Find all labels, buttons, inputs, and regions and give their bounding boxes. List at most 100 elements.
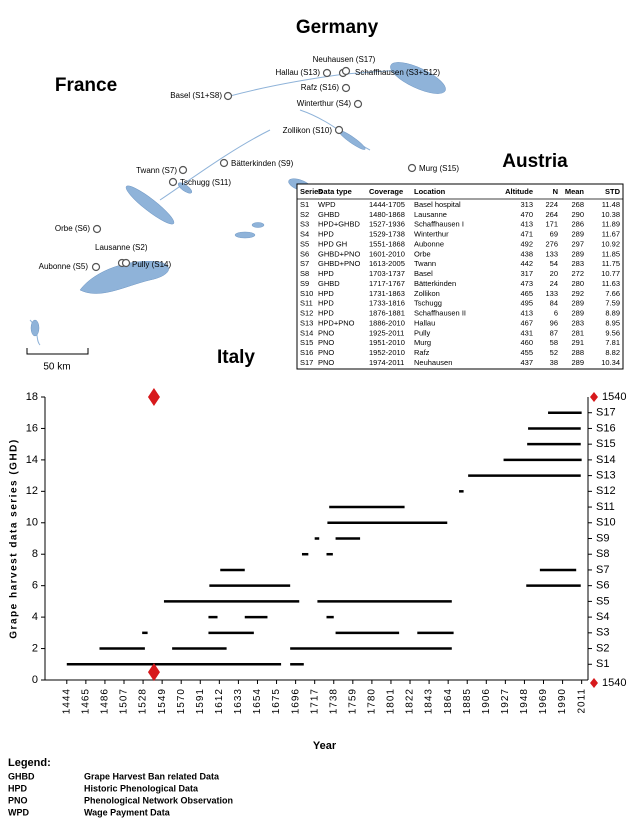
- site-label: Hallau (S13): [276, 68, 321, 77]
- table-cell: GHBD: [318, 279, 340, 288]
- table-cell: 54: [550, 259, 558, 268]
- series-label: S16: [596, 422, 616, 434]
- series-label: S2: [596, 642, 609, 654]
- lake: [125, 185, 175, 225]
- x-tick-label: 1717: [309, 688, 320, 714]
- series-label: S3: [596, 627, 609, 639]
- table-cell: HPD: [318, 230, 334, 239]
- table-cell: 38: [550, 358, 558, 367]
- table-cell: Bätterkinden: [414, 279, 456, 288]
- table-cell: 10.77: [601, 269, 620, 278]
- lake: [79, 261, 169, 294]
- marker-key: [590, 392, 598, 402]
- table-cell: 290: [571, 210, 584, 219]
- x-tick-label: 1738: [328, 688, 339, 714]
- country-label: Germany: [296, 17, 379, 38]
- table-cell: 281: [571, 328, 584, 337]
- table-cell: Hallau: [414, 318, 435, 327]
- y-tick-label: 4: [32, 611, 38, 623]
- site-label: Schaffhausen (S3+S12): [355, 68, 440, 77]
- table-cell: 1731-1863: [369, 289, 405, 298]
- table-cell: 317: [520, 269, 533, 278]
- site-label: Aubonne (S5): [39, 262, 89, 271]
- table-cell: S17: [300, 358, 313, 367]
- y-tick-label: 6: [32, 580, 38, 592]
- legend-text: Wage Payment Data: [84, 807, 171, 817]
- marker: [147, 663, 160, 682]
- site-label: Bätterkinden (S9): [231, 159, 294, 168]
- x-tick-label: 1444: [61, 688, 72, 714]
- table-cell: PNO: [318, 328, 334, 337]
- table-cell: 442: [520, 259, 533, 268]
- table-cell: GHBD+PNO: [318, 259, 360, 268]
- table-cell: S4: [300, 230, 309, 239]
- table-cell: Twann: [414, 259, 436, 268]
- country-label: France: [55, 75, 117, 96]
- table-cell: PNO: [318, 348, 334, 357]
- table-cell: 289: [571, 249, 584, 258]
- table-cell: Schaffhausen II: [414, 309, 466, 318]
- table-cell: 20: [550, 269, 558, 278]
- table-cell: 495: [520, 299, 533, 308]
- table-cell: 268: [571, 200, 584, 209]
- series-label: S14: [596, 454, 616, 466]
- table-cell: GHBD: [318, 210, 340, 219]
- table-cell: 460: [520, 338, 533, 347]
- x-tick-label: 1465: [81, 688, 92, 714]
- table-cell: S5: [300, 239, 309, 248]
- table-cell: 9.56: [605, 328, 620, 337]
- series-label: S11: [596, 501, 615, 513]
- table-cell: HPD+PNO: [318, 318, 355, 327]
- table-cell: S12: [300, 309, 313, 318]
- y-tick-label: 18: [26, 391, 38, 403]
- table-cell: 291: [571, 338, 584, 347]
- table-cell: 1551-1868: [369, 239, 405, 248]
- table-cell: Schaffhausen I: [414, 220, 464, 229]
- x-axis-title: Year: [313, 740, 337, 752]
- marker-key-label: 1540: [602, 677, 626, 689]
- y-tick-label: 0: [32, 674, 38, 686]
- table-cell: S13: [300, 318, 313, 327]
- table-cell: 69: [550, 230, 558, 239]
- x-tick-label: 1822: [405, 688, 416, 714]
- table-cell: Murg: [414, 338, 431, 347]
- table-cell: 283: [571, 259, 584, 268]
- x-tick-label: 1549: [157, 688, 168, 714]
- table-cell: 1529-1738: [369, 230, 405, 239]
- table-cell: HPD: [318, 309, 334, 318]
- table-cell: 11.85: [602, 249, 620, 258]
- table-cell: 1876-1881: [369, 309, 405, 318]
- table-cell: 8.89: [605, 309, 620, 318]
- table-cell: 11.48: [602, 200, 620, 209]
- series-label: S4: [596, 611, 609, 623]
- river: [159, 129, 271, 201]
- table-header: STD: [605, 187, 621, 196]
- table-cell: HPD: [318, 289, 334, 298]
- x-tick-label: 1612: [214, 688, 225, 714]
- site-marker: [223, 91, 233, 101]
- site-label: Basel (S1+S8): [170, 91, 222, 100]
- x-tick-label: 1990: [557, 688, 568, 714]
- x-tick-label: 1654: [252, 688, 263, 714]
- table-cell: 289: [571, 358, 584, 367]
- table-cell: 292: [571, 289, 584, 298]
- scale-label: 50 km: [43, 362, 70, 373]
- table-cell: S11: [300, 299, 313, 308]
- table-cell: 1703-1737: [369, 269, 405, 278]
- table-cell: 1444-1705: [369, 200, 405, 209]
- table-cell: 313: [520, 200, 533, 209]
- legend-abbr: PNO: [8, 795, 28, 805]
- table-cell: 289: [571, 230, 584, 239]
- table-cell: HPD: [318, 299, 334, 308]
- country-label: Italy: [217, 347, 255, 368]
- table-cell: 7.81: [605, 338, 620, 347]
- table-cell: 264: [545, 210, 558, 219]
- table-cell: 276: [545, 239, 558, 248]
- legend-text: Grape Harvest Ban related Data: [84, 771, 220, 781]
- site-label: Pully (S14): [132, 260, 171, 269]
- x-tick-label: 1633: [233, 688, 244, 714]
- series-label: S6: [596, 580, 609, 592]
- table-cell: Basel: [414, 269, 433, 278]
- table-cell: 52: [550, 348, 558, 357]
